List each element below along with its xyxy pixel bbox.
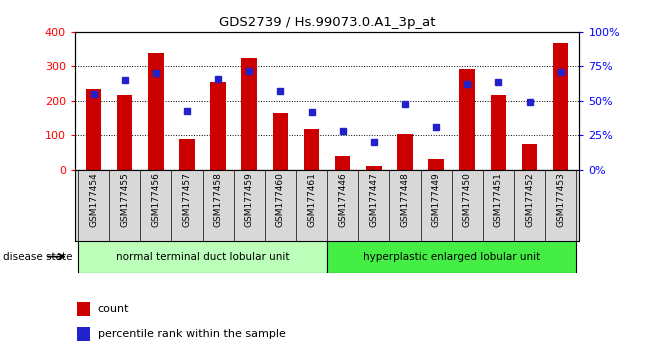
Text: GSM177450: GSM177450 (463, 172, 472, 227)
Bar (366, 166, 381, 170)
Title: GDS2739 / Hs.99073.0.A1_3p_at: GDS2739 / Hs.99073.0.A1_3p_at (219, 16, 436, 29)
Bar (179, 139, 195, 170)
Text: GSM177453: GSM177453 (556, 172, 565, 227)
Text: GSM177448: GSM177448 (400, 172, 409, 227)
Bar (335, 156, 350, 170)
Text: GSM177454: GSM177454 (89, 172, 98, 227)
Bar (210, 82, 226, 170)
Text: GSM177457: GSM177457 (182, 172, 191, 227)
Text: GSM177452: GSM177452 (525, 172, 534, 227)
Text: GSM177447: GSM177447 (369, 172, 378, 227)
Bar (428, 159, 444, 170)
Bar (86, 89, 102, 170)
Text: GSM177459: GSM177459 (245, 172, 254, 227)
Text: percentile rank within the sample: percentile rank within the sample (98, 329, 285, 339)
Bar (148, 53, 163, 170)
Text: GSM177455: GSM177455 (120, 172, 129, 227)
Bar (327, 241, 576, 273)
Text: GSM177460: GSM177460 (276, 172, 285, 227)
Bar (460, 69, 475, 170)
Bar (553, 43, 568, 170)
Bar (77, 302, 90, 316)
Text: hyperplastic enlarged lobular unit: hyperplastic enlarged lobular unit (363, 252, 540, 262)
Bar (521, 144, 537, 170)
Text: count: count (98, 304, 129, 314)
Bar (242, 58, 257, 170)
Bar (273, 113, 288, 170)
Bar (491, 95, 506, 170)
Bar (77, 327, 90, 341)
Text: disease state: disease state (3, 252, 73, 262)
Text: GSM177461: GSM177461 (307, 172, 316, 227)
Bar (304, 129, 320, 170)
Text: GSM177456: GSM177456 (151, 172, 160, 227)
Text: GSM177458: GSM177458 (214, 172, 223, 227)
Text: GSM177451: GSM177451 (494, 172, 503, 227)
Bar (78, 241, 327, 273)
Text: GSM177446: GSM177446 (339, 172, 347, 227)
Text: normal terminal duct lobular unit: normal terminal duct lobular unit (116, 252, 289, 262)
Bar (397, 135, 413, 170)
Text: GSM177449: GSM177449 (432, 172, 441, 227)
Bar (117, 95, 133, 170)
